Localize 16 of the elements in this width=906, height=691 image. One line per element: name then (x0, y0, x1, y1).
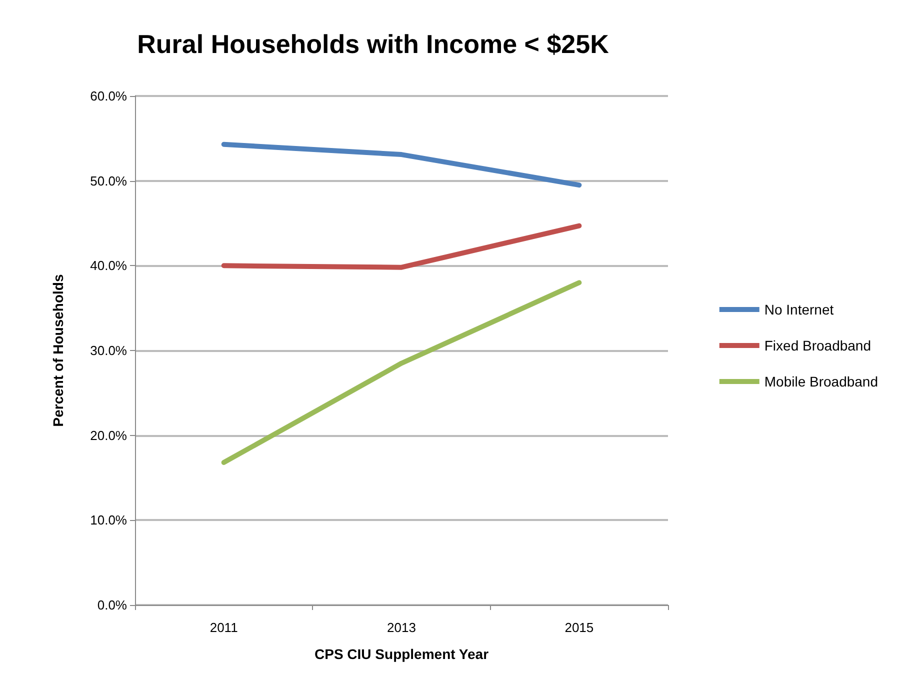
y-axis-title: Percent of Households (50, 274, 66, 427)
legend-label: Fixed Broadband (764, 338, 872, 354)
x-tick-label: 2011 (210, 620, 238, 635)
y-tick-label: 20.0% (90, 428, 128, 443)
y-tick-label: 30.0% (90, 343, 128, 358)
y-tick-label: 0.0% (97, 598, 128, 612)
x-tick-label: 2015 (564, 620, 594, 635)
legend-label: Mobile Broadband (764, 374, 878, 390)
y-tick-label: 50.0% (90, 173, 128, 188)
y-tick-label: 60.0% (90, 88, 128, 104)
y-tick-label: 10.0% (90, 512, 128, 528)
legend-label: No Internet (764, 302, 834, 318)
y-tick-label: 40.0% (90, 258, 128, 274)
x-axis-title: CPS CIU Supplement Year (314, 646, 490, 662)
x-tick-label: 2013 (387, 620, 416, 635)
chart-title: Rural Households with Income < $25K (137, 29, 610, 59)
